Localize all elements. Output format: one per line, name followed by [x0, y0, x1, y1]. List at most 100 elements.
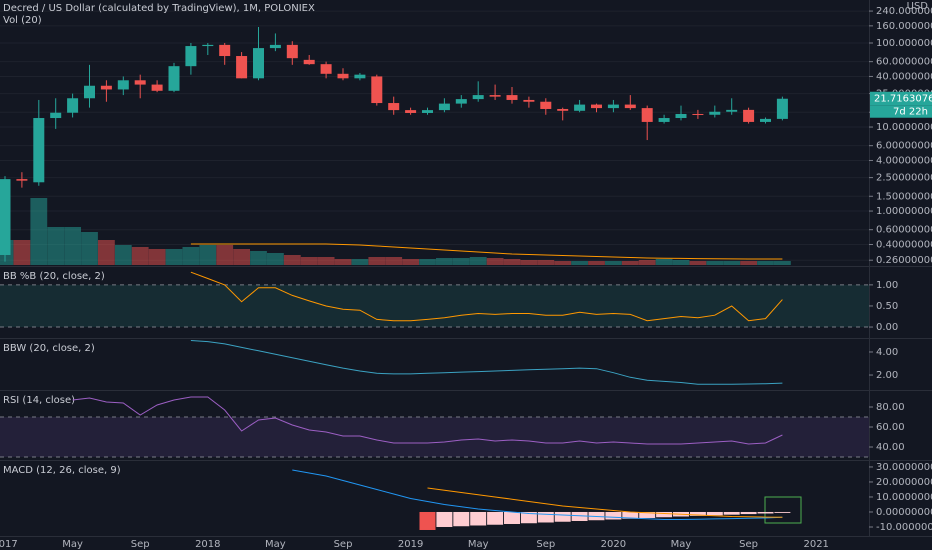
- countdown-box: [870, 105, 932, 118]
- volume-bar: [436, 258, 453, 265]
- volume-bar: [267, 253, 284, 265]
- candle-body: [168, 66, 180, 91]
- signal-line: [427, 487, 783, 518]
- x-tick-label: 2019: [398, 539, 423, 550]
- y-tick-label: 4.00000000: [876, 155, 932, 166]
- volume-bar: [148, 249, 166, 265]
- candle-body: [354, 74, 366, 79]
- countdown-label: 7d 22h: [893, 107, 928, 118]
- volume-bar: [672, 260, 690, 265]
- volume-bar: [300, 257, 318, 265]
- candle-body: [388, 103, 400, 111]
- y-tick-label: 20.00000000: [876, 477, 932, 488]
- volume-bar: [655, 259, 673, 265]
- layout: [0, 0, 932, 537]
- x-tick-label: 2018: [195, 539, 220, 550]
- volume-bar: [233, 249, 250, 265]
- candle-body: [472, 95, 484, 100]
- candle-body: [100, 85, 112, 90]
- volume-bar: [605, 261, 622, 265]
- y-tick-label: 60.00: [876, 422, 905, 433]
- indicator-line: [190, 340, 783, 385]
- candle-body: [540, 101, 552, 109]
- histogram-bar: [436, 511, 453, 527]
- x-tick-label: Sep: [536, 539, 555, 550]
- pane-title: Decred / US Dollar (calculated by Tradin…: [3, 3, 315, 14]
- candle-body: [591, 104, 602, 109]
- x-tick-label: Sep: [334, 539, 353, 550]
- volume-bar: [554, 261, 572, 265]
- currency-label: USD: [907, 1, 929, 12]
- volume-bar: [13, 240, 31, 265]
- candle-body: [607, 104, 619, 109]
- volume-bar: [0, 240, 14, 265]
- candle-body: [489, 95, 501, 97]
- candle-body: [405, 110, 417, 113]
- x-tick-label: 2021: [803, 539, 828, 550]
- band: [0, 284, 869, 328]
- volume-bar: [131, 247, 149, 265]
- candle-body: [557, 108, 569, 111]
- y-tick-label: 10.00000000: [876, 122, 932, 133]
- candle-body: [726, 109, 738, 112]
- candle-body: [84, 85, 95, 99]
- volume-bar: [520, 260, 538, 265]
- pane-title: RSI (14, close): [3, 395, 75, 406]
- pane-title: MACD (12, 26, close, 9): [3, 465, 121, 476]
- pane-title: Vol (20): [3, 15, 42, 26]
- candle-body: [675, 113, 687, 119]
- x-tick-label: 2017: [0, 539, 18, 550]
- y-tick-label: 1.50000000: [876, 191, 932, 202]
- candle-body: [776, 98, 788, 119]
- histogram-bar: [774, 511, 791, 513]
- candle-body: [523, 99, 535, 102]
- candle-body: [202, 44, 214, 47]
- volume-bar: [452, 258, 470, 265]
- y-tick-label: 0.00: [876, 322, 898, 333]
- volume-bar: [402, 259, 419, 265]
- histogram-bar: [487, 511, 504, 525]
- histogram-bar: [689, 511, 706, 516]
- volume-bar: [537, 260, 555, 265]
- y-tick-label: 0.40000000: [876, 239, 932, 250]
- histogram-bar: [605, 511, 622, 520]
- volume-bar: [385, 257, 403, 265]
- volume-bar: [740, 261, 757, 265]
- candle-body: [743, 109, 755, 122]
- volume-bar: [64, 227, 81, 265]
- volume-bar: [47, 227, 65, 265]
- y-tick-label: 10.00000000: [876, 492, 932, 503]
- candle-body: [151, 84, 163, 91]
- x-tick-label: Sep: [131, 539, 150, 550]
- candle-body: [641, 108, 653, 122]
- y-tick-label: 240.00000000: [876, 6, 932, 17]
- candle-body: [185, 46, 197, 67]
- candle-body: [422, 110, 433, 113]
- volume-bar: [638, 260, 656, 265]
- candle-body: [658, 118, 670, 122]
- volume-bar: [503, 259, 521, 265]
- last-price-box: [870, 91, 932, 106]
- volume-bar: [621, 261, 639, 265]
- candle-body: [320, 64, 332, 74]
- candle-body: [624, 104, 636, 109]
- y-tick-label: 1.00: [876, 280, 898, 291]
- candle-body: [709, 111, 721, 115]
- candle-body: [371, 76, 383, 104]
- candle-body: [692, 113, 704, 115]
- volume-bar: [588, 261, 605, 265]
- volume-bar: [283, 255, 301, 265]
- volume-bar: [757, 261, 774, 265]
- volume-bar: [182, 247, 200, 265]
- histogram-bar: [622, 511, 639, 519]
- histogram-bar: [453, 511, 470, 527]
- candle-body: [50, 112, 62, 119]
- volume-bar: [334, 259, 352, 265]
- y-tick-label: 0.50: [876, 301, 898, 312]
- volume-bar: [571, 261, 588, 265]
- histogram-bar: [537, 511, 554, 523]
- candle-body: [67, 98, 79, 113]
- y-tick-label: 4.00: [876, 347, 898, 358]
